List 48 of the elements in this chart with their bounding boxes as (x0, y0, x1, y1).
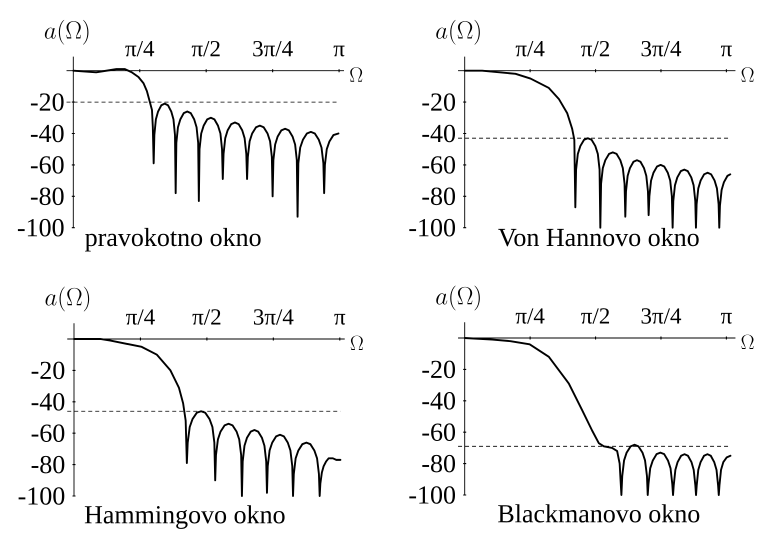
x-tick-label: π/4 (516, 41, 545, 56)
x-axis-title: $\Omega$ (350, 336, 364, 350)
y-tick-label: -80 (30, 188, 64, 206)
text: Hammingovo okno (84, 505, 285, 529)
x-tick-label: π/4 (126, 309, 155, 325)
y-tick-label: -60 (30, 156, 64, 174)
text: Blackmanovo okno (498, 504, 700, 523)
y-tick-label: -40 (30, 124, 64, 142)
x-axis-title: $\Omega$ (741, 67, 754, 82)
y-tick-label: -40 (422, 124, 456, 142)
x-tick-label: 3π/4 (642, 40, 682, 56)
y-axis-title: $a(\Omega)$ (436, 20, 480, 45)
x-tick-label: π (334, 46, 345, 56)
x-tick-label: π/4 (516, 308, 545, 324)
y-tick-label: -20 (422, 93, 456, 111)
y-tick-label: -60 (422, 156, 456, 174)
y-axis-title: $a(\Omega)$ (44, 20, 88, 45)
y-tick-label: -100 (409, 486, 456, 504)
x-axis-title: $\Omega$ (741, 334, 754, 350)
y-tick-label: -100 (18, 218, 64, 236)
x-tick-label: 3π/4 (253, 40, 293, 56)
y-tick-label: -40 (32, 393, 64, 411)
text: Von Hannovo okno (498, 228, 699, 246)
y-tick-label: -40 (422, 392, 456, 410)
x-tick-label: 3π/4 (642, 308, 682, 324)
x-tick-label: π/4 (125, 41, 154, 56)
y-tick-label: -80 (32, 456, 64, 474)
y-tick-label: -80 (422, 454, 456, 472)
x-tick-label: π (720, 46, 732, 56)
y-tick-label: -100 (18, 487, 64, 505)
y-axis-title: $a(\Omega)$ (46, 286, 90, 312)
x-tick-label: π (720, 312, 732, 324)
y-tick-label: -100 (409, 218, 456, 236)
x-axis-title: $\Omega$ (350, 67, 362, 82)
x-tick-label: 3π/4 (254, 309, 294, 325)
x-tick-label: π/2 (192, 40, 220, 56)
x-tick-label: π/2 (192, 309, 220, 325)
x-tick-label: π/2 (581, 308, 610, 324)
y-tick-label: -20 (32, 362, 64, 380)
x-tick-label: π/2 (581, 40, 610, 56)
y-tick-label: -60 (422, 423, 456, 441)
y-axis-title: $a(\Omega)$ (436, 286, 480, 310)
text: pravokotno okno (85, 228, 261, 252)
y-tick-label: -20 (422, 360, 456, 378)
y-tick-label: -60 (32, 424, 64, 442)
x-tick-label: π (334, 314, 346, 325)
y-tick-label: -80 (422, 188, 456, 206)
y-tick-label: -20 (30, 93, 64, 111)
